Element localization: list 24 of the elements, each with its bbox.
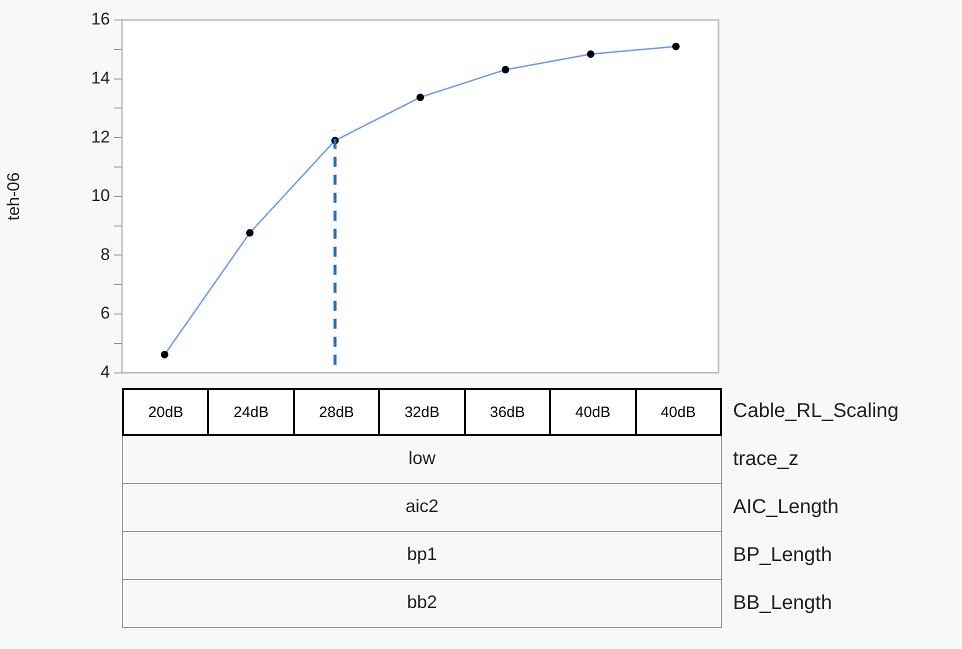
y-tick-label: 16	[91, 10, 110, 29]
x-tick-label: 32dB	[378, 390, 464, 434]
y-tick-label: 10	[91, 186, 110, 206]
text: AIC_Length	[733, 496, 839, 519]
x-axis-title: Cable_RL_Scaling	[733, 400, 899, 423]
y-tick-label: 8	[100, 244, 110, 264]
y-tick-label: 14	[91, 68, 110, 88]
y-tick-label: 6	[100, 304, 110, 323]
text: trace_z	[733, 448, 799, 471]
text: aic2	[122, 484, 722, 532]
x-tick-label: 40dB	[634, 390, 720, 434]
text: low	[122, 436, 722, 484]
y-tick-label: 4	[100, 362, 110, 382]
y-tick-label: 12	[91, 127, 110, 146]
text: BP_Length	[733, 544, 832, 567]
x-tick-label: 28dB	[292, 390, 378, 434]
x-tick-label: 20dB	[147, 402, 184, 422]
x-tick-label: 36dB	[464, 390, 550, 434]
text: BB_Length	[733, 592, 832, 615]
text: bp1	[122, 532, 722, 580]
x-tick-label: 24dB	[207, 390, 293, 434]
x-tick-label: 40dB	[549, 390, 635, 434]
text: bb2	[122, 580, 722, 628]
y-axis-title: teh-06	[4, 172, 23, 220]
